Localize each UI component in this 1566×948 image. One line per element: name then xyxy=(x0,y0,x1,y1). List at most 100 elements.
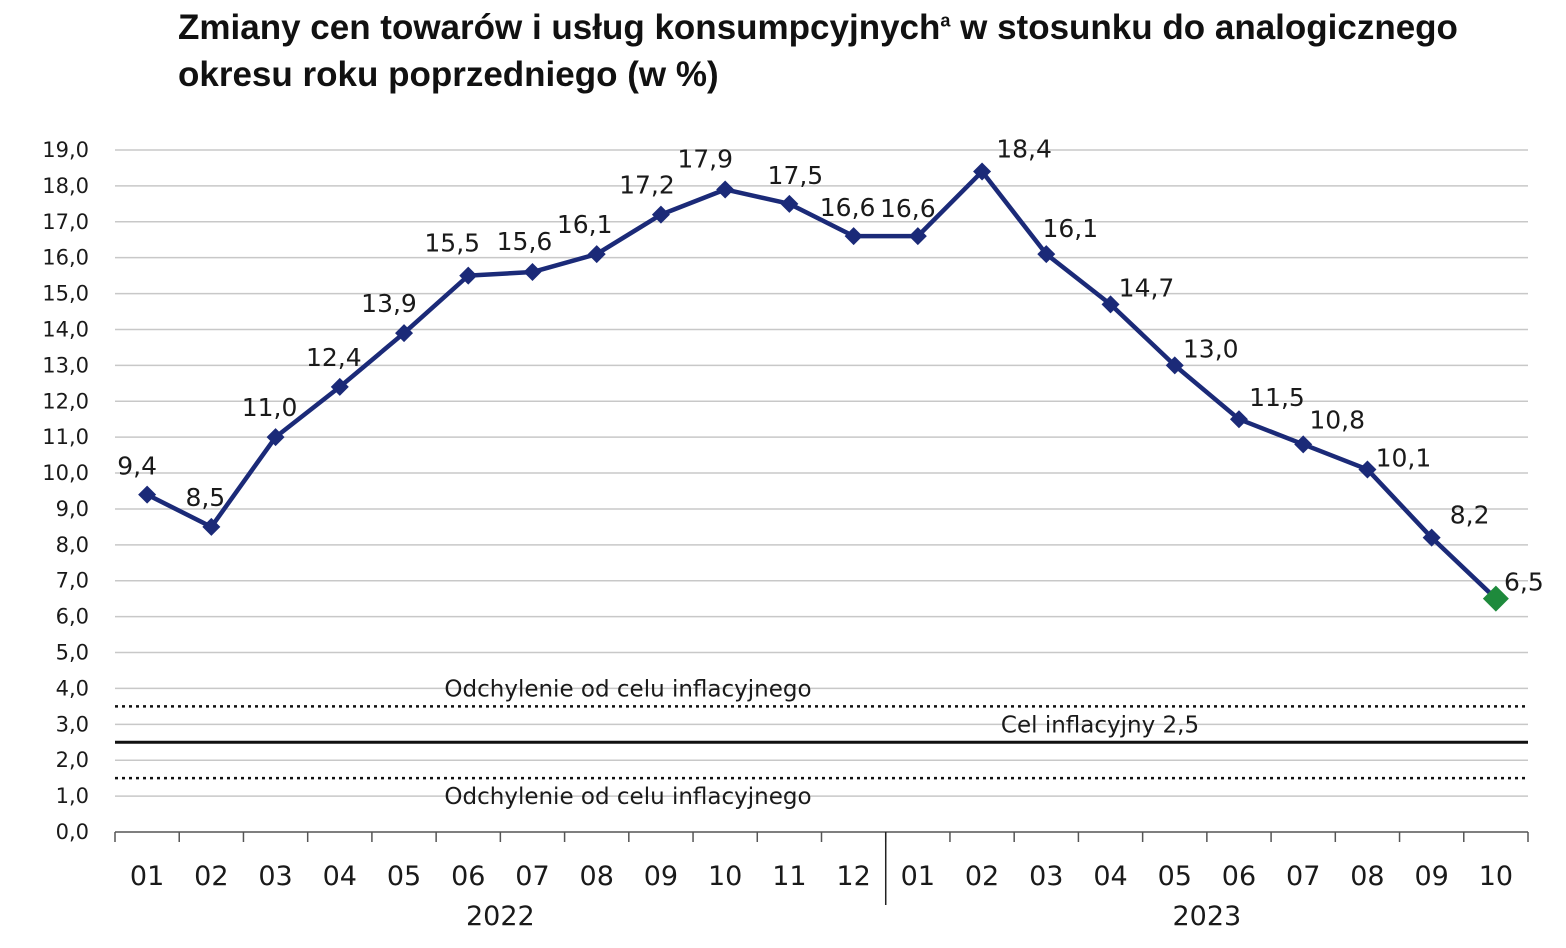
data-label: 11,0 xyxy=(242,393,298,422)
series xyxy=(138,162,1509,612)
y-tick-label: 15,0 xyxy=(42,282,89,306)
data-point xyxy=(716,180,735,199)
x-tick-label: 02 xyxy=(965,861,999,892)
data-label: 18,4 xyxy=(996,135,1052,164)
x-tick-label: 09 xyxy=(644,861,678,892)
y-tick-label: 4,0 xyxy=(56,676,89,700)
x-tick-label: 09 xyxy=(1414,861,1448,892)
data-point xyxy=(138,485,157,504)
data-point xyxy=(587,245,606,264)
y-tick-label: 6,0 xyxy=(56,605,89,629)
x-tick-label: 08 xyxy=(1350,861,1384,892)
data-point xyxy=(1165,356,1184,375)
year-label: 2023 xyxy=(1173,901,1242,932)
data-label: 12,4 xyxy=(306,343,362,372)
x-tick-label: 07 xyxy=(515,861,549,892)
year-label: 2022 xyxy=(466,901,535,932)
y-tick-label: 3,0 xyxy=(56,712,89,736)
data-point xyxy=(1101,295,1120,314)
x-tick-label: 10 xyxy=(708,861,742,892)
data-label: 16,1 xyxy=(1042,214,1098,243)
data-point xyxy=(202,517,221,536)
y-tick-label: 17,0 xyxy=(42,210,89,234)
data-label: 14,7 xyxy=(1119,273,1175,302)
data-label: 16,1 xyxy=(557,210,613,239)
x-tick-label: 08 xyxy=(580,861,614,892)
gridlines xyxy=(115,149,1528,797)
series-line xyxy=(146,169,1498,601)
y-tick-label: 18,0 xyxy=(42,174,89,198)
data-point xyxy=(1229,410,1248,429)
data-point xyxy=(1037,245,1056,264)
data-point xyxy=(780,194,799,213)
data-label: 11,5 xyxy=(1249,383,1305,412)
x-tick-label: 07 xyxy=(1286,861,1320,892)
x-tick-label: 01 xyxy=(901,861,935,892)
y-tick-label: 0,0 xyxy=(56,820,89,844)
chart-title: Zmiany cen towarów i usług konsumpcyjnyc… xyxy=(178,4,1558,98)
x-tick-label: 02 xyxy=(194,861,228,892)
data-label: 16,6 xyxy=(820,193,876,222)
x-tick-label: 12 xyxy=(836,861,870,892)
data-point xyxy=(330,377,349,396)
chart-title-rest: w stosunku do analogicznego okresu roku … xyxy=(178,8,1458,94)
y-tick-label: 11,0 xyxy=(42,425,89,449)
data-label: 16,6 xyxy=(880,194,936,223)
reference-lines: Odchylenie od celu inflacyjnego Cel infla… xyxy=(115,676,1528,810)
x-tick-label: 06 xyxy=(1222,861,1256,892)
x-tick-label: 04 xyxy=(1093,861,1127,892)
deviation-label: Odchylenie od celu inflacyjnego xyxy=(444,676,811,702)
data-point xyxy=(1358,460,1377,479)
data-point xyxy=(523,263,542,282)
y-tick-label: 10,0 xyxy=(42,461,89,485)
x-tick-label: 01 xyxy=(130,861,164,892)
data-label: 17,2 xyxy=(619,171,675,200)
y-tick-label: 19,0 xyxy=(42,138,89,162)
axes: 0,0 1,0 2,0 3,0 4,0 5,0 6,0 7,0 8,0 9,0 10,0 11,0 12… xyxy=(42,138,1529,932)
last-data-point xyxy=(1482,585,1509,612)
deviation-label: Odchylenie od celu inflacyjnego xyxy=(444,784,811,810)
data-label: 15,6 xyxy=(497,227,553,256)
x-tick-label: 03 xyxy=(1029,861,1063,892)
y-tick-label: 12,0 xyxy=(42,389,89,413)
x-tick-label: 10 xyxy=(1479,861,1513,892)
y-tick-label: 5,0 xyxy=(56,641,89,665)
data-labels: 9,48,511,012,413,915,5 15,616,117,217,917… xyxy=(117,135,1544,597)
y-tick-label: 2,0 xyxy=(56,748,89,772)
data-label: 17,9 xyxy=(677,144,733,173)
data-point xyxy=(266,428,285,447)
y-tick-label: 8,0 xyxy=(56,533,89,557)
data-label: 13,0 xyxy=(1183,334,1239,363)
y-tick-label: 7,0 xyxy=(56,569,89,593)
data-point xyxy=(1294,435,1313,454)
x-tick-label: 04 xyxy=(323,861,357,892)
data-point xyxy=(395,324,414,343)
y-tick-label: 13,0 xyxy=(42,353,89,377)
data-point xyxy=(651,205,670,224)
data-point xyxy=(459,266,478,285)
data-label: 10,1 xyxy=(1376,443,1432,472)
data-label: 15,5 xyxy=(424,229,480,258)
data-label: 17,5 xyxy=(768,161,824,190)
x-tick-label: 06 xyxy=(451,861,485,892)
y-tick-label: 16,0 xyxy=(42,246,89,270)
data-point xyxy=(844,227,863,246)
data-label: 10,8 xyxy=(1309,405,1365,434)
footnote-mark: a xyxy=(940,10,951,31)
x-tick-label: 05 xyxy=(387,861,421,892)
data-label: 9,4 xyxy=(117,452,157,481)
data-label: 6,5 xyxy=(1504,568,1544,597)
data-point xyxy=(908,227,927,246)
x-tick-label: 11 xyxy=(772,861,806,892)
y-tick-label: 14,0 xyxy=(42,317,89,341)
y-tick-label: 9,0 xyxy=(56,497,89,521)
y-tick-label: 1,0 xyxy=(56,784,89,808)
x-tick-label: 05 xyxy=(1158,861,1192,892)
data-point xyxy=(1422,528,1441,547)
data-label: 8,2 xyxy=(1450,501,1490,530)
data-point xyxy=(973,162,992,181)
data-label: 8,5 xyxy=(185,483,225,512)
x-tick-label: 03 xyxy=(258,861,292,892)
chart-title-main: Zmiany cen towarów i usług konsumpcyjnyc… xyxy=(178,8,941,47)
